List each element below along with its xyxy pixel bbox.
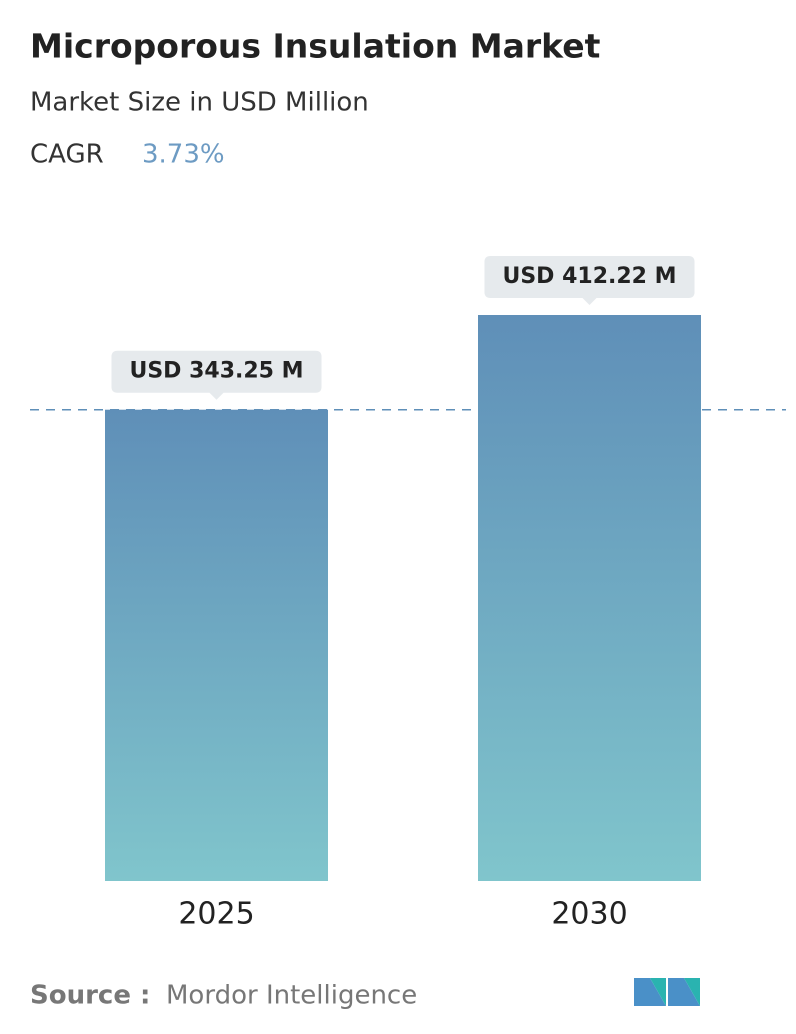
value-label: USD 343.25 M: [111, 350, 322, 400]
value-label-box: [111, 350, 322, 400]
x-tick-label: 2025: [178, 897, 254, 932]
logo: [634, 978, 700, 1006]
value-label-text: USD 343.25 M: [129, 359, 303, 384]
bar: [478, 315, 701, 881]
x-tick-label: 2030: [551, 897, 627, 932]
value-label-box: [484, 256, 695, 305]
source-label: Source :: [30, 981, 150, 1011]
value-label: USD 412.22 M: [484, 256, 695, 305]
chart-title: Microporous Insulation Market: [30, 27, 601, 66]
bar: [105, 409, 328, 881]
cagr-label: CAGR: [30, 140, 104, 170]
value-label-text: USD 412.22 M: [502, 264, 676, 289]
source-name: Mordor Intelligence: [166, 981, 417, 1011]
chart-subtitle: Market Size in USD Million: [30, 88, 369, 118]
cagr-value: 3.73%: [142, 140, 225, 170]
